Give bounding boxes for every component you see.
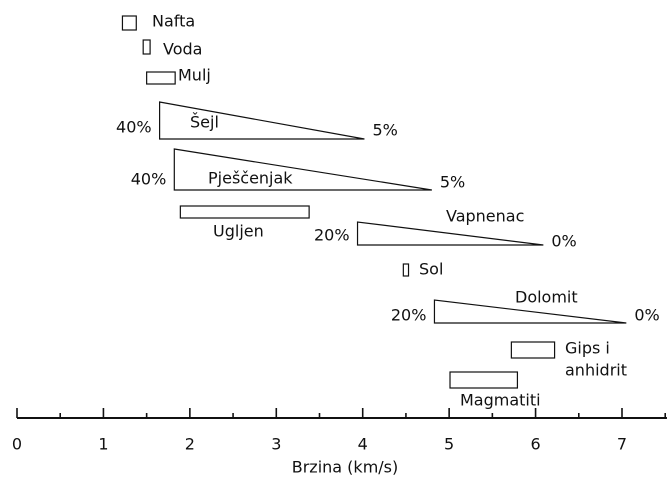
end-label: 20% [314,226,350,245]
item-label: anhidrit [565,361,627,380]
end-label: 0% [634,306,659,325]
x-tick-label: 6 [530,435,540,454]
x-tick-label: 7 [617,435,627,454]
x-tick-label: 5 [444,435,454,454]
range-box [179,205,310,219]
x-tick-label: 1 [98,435,108,454]
range-wedge [159,101,365,140]
end-label: 0% [551,232,576,251]
item-label: Šejl [190,113,219,132]
range-box [146,71,176,85]
end-label: 20% [391,306,427,325]
range-box [510,341,556,359]
x-tick-label: 3 [271,435,281,454]
item-label: Pješčenjak [208,169,293,188]
item-label: Voda [163,40,202,59]
x-axis-label: Brzina (km/s) [292,458,399,477]
range-box [402,263,410,277]
item-label: Mulj [178,66,211,85]
x-tick-label: 2 [185,435,195,454]
item-label: Ugljen [213,222,264,241]
range-wedge [173,148,432,191]
range-wedge [356,221,544,246]
item-label: Sol [419,260,443,279]
item-label: Gips i [565,339,610,358]
end-label: 5% [372,121,397,140]
end-label: 40% [116,118,152,137]
item-label: Dolomit [515,288,578,307]
item-label: Nafta [152,12,195,31]
range-box [449,371,519,389]
item-label: Vapnenac [446,207,524,226]
range-box [142,39,151,55]
end-label: 40% [131,170,167,189]
range-box [121,15,137,31]
x-tick-label: 4 [358,435,368,454]
range-wedge [433,299,627,324]
end-label: 5% [440,173,465,192]
x-tick-label: 0 [12,435,22,454]
item-label: Magmatiti [460,391,541,410]
